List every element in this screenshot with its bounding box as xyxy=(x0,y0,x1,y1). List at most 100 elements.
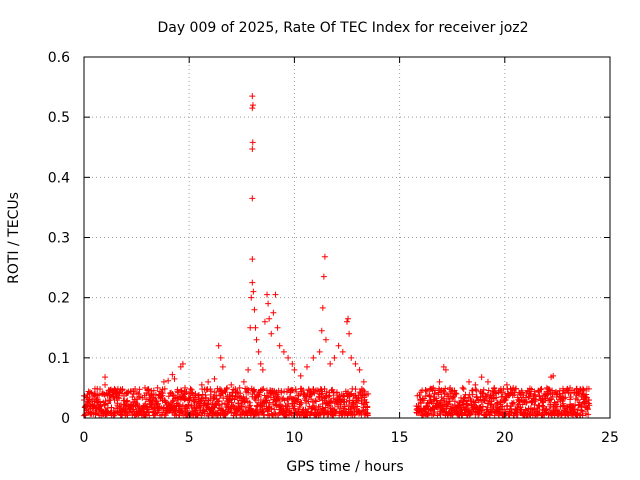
roti-marker xyxy=(295,396,302,403)
roti-marker xyxy=(112,405,119,412)
roti-marker xyxy=(562,394,569,401)
roti-marker xyxy=(472,381,479,388)
roti-marker xyxy=(181,384,188,391)
roti-marker xyxy=(311,390,318,397)
roti-marker xyxy=(560,387,567,394)
roti-marker xyxy=(339,348,346,355)
roti-marker xyxy=(97,401,104,408)
roti-marker xyxy=(114,390,121,397)
roti-marker xyxy=(312,397,319,404)
roti-marker xyxy=(442,385,449,392)
roti-marker xyxy=(249,256,256,263)
roti-marker xyxy=(177,387,184,394)
roti-marker xyxy=(356,366,363,373)
roti-marker xyxy=(203,386,210,393)
roti-marker xyxy=(472,399,479,406)
roti-marker xyxy=(318,327,325,334)
roti-marker xyxy=(207,388,214,395)
roti-marker xyxy=(271,406,278,413)
roti-marker xyxy=(585,385,592,392)
roti-marker xyxy=(503,381,510,388)
roti-marker xyxy=(583,391,590,398)
roti-marker xyxy=(560,395,567,402)
roti-marker xyxy=(445,398,452,405)
roti-marker xyxy=(288,386,295,393)
roti-marker xyxy=(240,378,247,385)
roti-marker xyxy=(319,390,326,397)
roti-marker xyxy=(314,387,321,394)
roti-marker xyxy=(165,393,172,400)
x-tick-label: 15 xyxy=(391,430,409,446)
roti-marker xyxy=(317,391,324,398)
y-axis-label: ROTI / TECUs xyxy=(6,192,22,284)
roti-marker xyxy=(289,360,296,367)
roti-marker xyxy=(102,374,109,381)
roti-marker xyxy=(217,354,224,361)
roti-marker xyxy=(329,411,336,418)
roti-marker xyxy=(155,407,162,414)
roti-marker xyxy=(261,318,268,325)
roti-marker xyxy=(320,273,327,280)
roti-marker xyxy=(497,387,504,394)
roti-marker xyxy=(554,390,561,397)
roti-marker xyxy=(88,389,95,396)
y-tick-label: 0.6 xyxy=(48,50,70,66)
roti-marker xyxy=(130,391,137,398)
roti-marker xyxy=(237,390,244,397)
roti-marker xyxy=(222,389,229,396)
roti-marker xyxy=(169,371,176,378)
x-axis-label: GPS time / hours xyxy=(286,459,403,475)
roti-marker xyxy=(144,403,151,410)
roti-marker xyxy=(274,324,281,331)
roti-marker xyxy=(205,378,212,385)
roti-marker xyxy=(162,412,169,419)
roti-marker xyxy=(211,375,218,382)
roti-marker xyxy=(275,394,282,401)
roti-marker xyxy=(280,348,287,355)
roti-marker xyxy=(104,408,111,415)
roti-marker xyxy=(249,195,256,202)
roti-marker xyxy=(152,397,159,404)
roti-marker xyxy=(263,392,270,399)
roti-marker xyxy=(224,384,231,391)
roti-marker xyxy=(424,411,431,418)
roti-marker xyxy=(310,354,317,361)
roti-marker xyxy=(322,336,329,343)
roti-marker xyxy=(550,372,557,379)
roti-marker xyxy=(165,377,172,384)
roti-marker xyxy=(586,402,593,409)
roti-marker xyxy=(468,410,475,417)
data-marks xyxy=(81,93,593,419)
roti-marker xyxy=(256,391,263,398)
roti-marker xyxy=(171,375,178,382)
roti-marker xyxy=(493,400,500,407)
roti-marker xyxy=(175,397,182,404)
roti-marker xyxy=(352,386,359,393)
roti-marker xyxy=(281,388,288,395)
roti-marker xyxy=(510,399,517,406)
roti-marker xyxy=(235,400,242,407)
roti-marker xyxy=(523,399,530,406)
roti-marker xyxy=(179,360,186,367)
roti-marker xyxy=(567,393,574,400)
roti-marker xyxy=(171,410,178,417)
roti-marker xyxy=(229,392,236,399)
roti-marker xyxy=(447,384,454,391)
roti-marker xyxy=(361,388,368,395)
roti-marker xyxy=(442,366,449,373)
roti-marker xyxy=(174,386,181,393)
roti-marker xyxy=(326,392,333,399)
roti-marker xyxy=(343,398,350,405)
roti-marker xyxy=(531,401,538,408)
roti-marker xyxy=(431,408,438,415)
roti-marker xyxy=(123,390,130,397)
x-tick-label: 25 xyxy=(601,430,619,446)
roti-marker xyxy=(580,386,587,393)
roti-marker xyxy=(514,403,521,410)
roti-marker xyxy=(423,387,430,394)
roti-marker xyxy=(186,390,193,397)
roti-marker xyxy=(219,363,226,370)
roti-marker xyxy=(509,400,516,407)
roti-marker xyxy=(250,386,257,393)
roti-marker xyxy=(514,411,521,418)
